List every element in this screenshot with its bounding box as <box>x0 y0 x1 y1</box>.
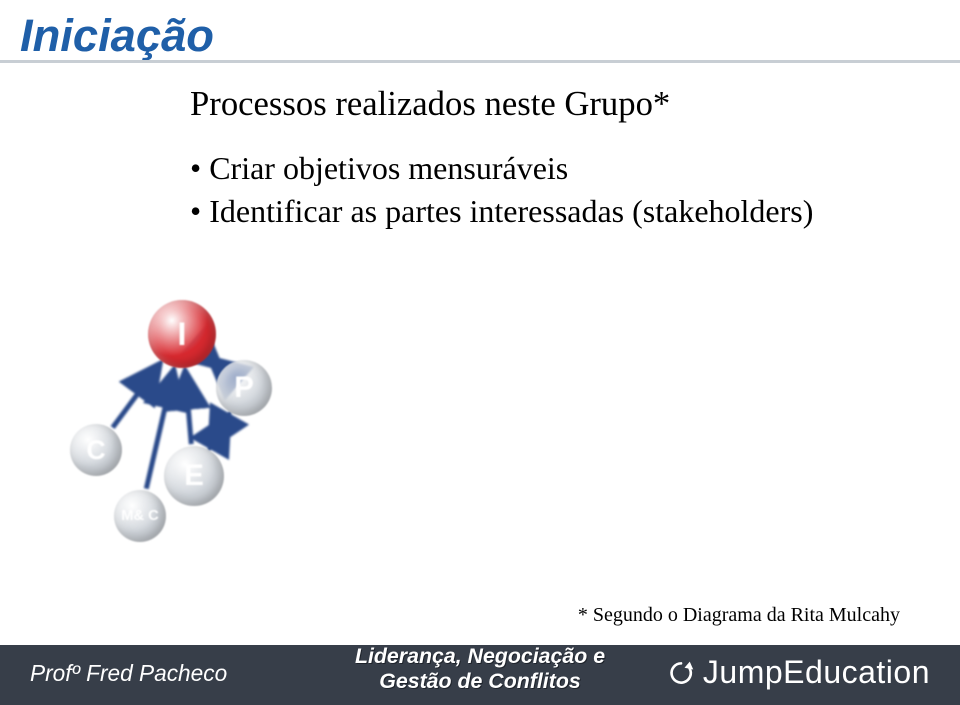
footer-bar: Profº Fred Pacheco Liderança, Negociação… <box>0 645 960 705</box>
diagram-node-c: C <box>70 424 122 476</box>
footnote: * Segundo o Diagrama da Rita Mulcahy <box>578 604 900 627</box>
footer-center-line1: Liderança, Negociação e <box>355 644 605 668</box>
brand-text: JumpEducation <box>703 654 930 691</box>
brand: JumpEducation <box>667 654 930 691</box>
subtitle: Processos realizados neste Grupo* <box>190 85 670 124</box>
footer-center-line2: Gestão de Conflitos <box>379 669 580 693</box>
page-title: Iniciação <box>20 10 214 62</box>
slide: Iniciação Processos realizados neste Gru… <box>0 0 960 705</box>
diagram-node-p: P <box>216 360 272 416</box>
bullet-item: Criar objetivos mensuráveis <box>190 150 813 187</box>
process-diagram: IP CEM& C <box>60 290 300 550</box>
diagram-node-e: E <box>164 446 224 506</box>
bullet-item: Identificar as partes interessadas (stak… <box>190 193 813 230</box>
diagram-node-i: I <box>148 300 216 368</box>
diagram-node-mc: M& C <box>114 490 166 542</box>
title-rule <box>0 60 960 63</box>
bullet-list: Criar objetivos mensuráveis Identificar a… <box>190 150 813 236</box>
refresh-icon <box>667 659 695 687</box>
